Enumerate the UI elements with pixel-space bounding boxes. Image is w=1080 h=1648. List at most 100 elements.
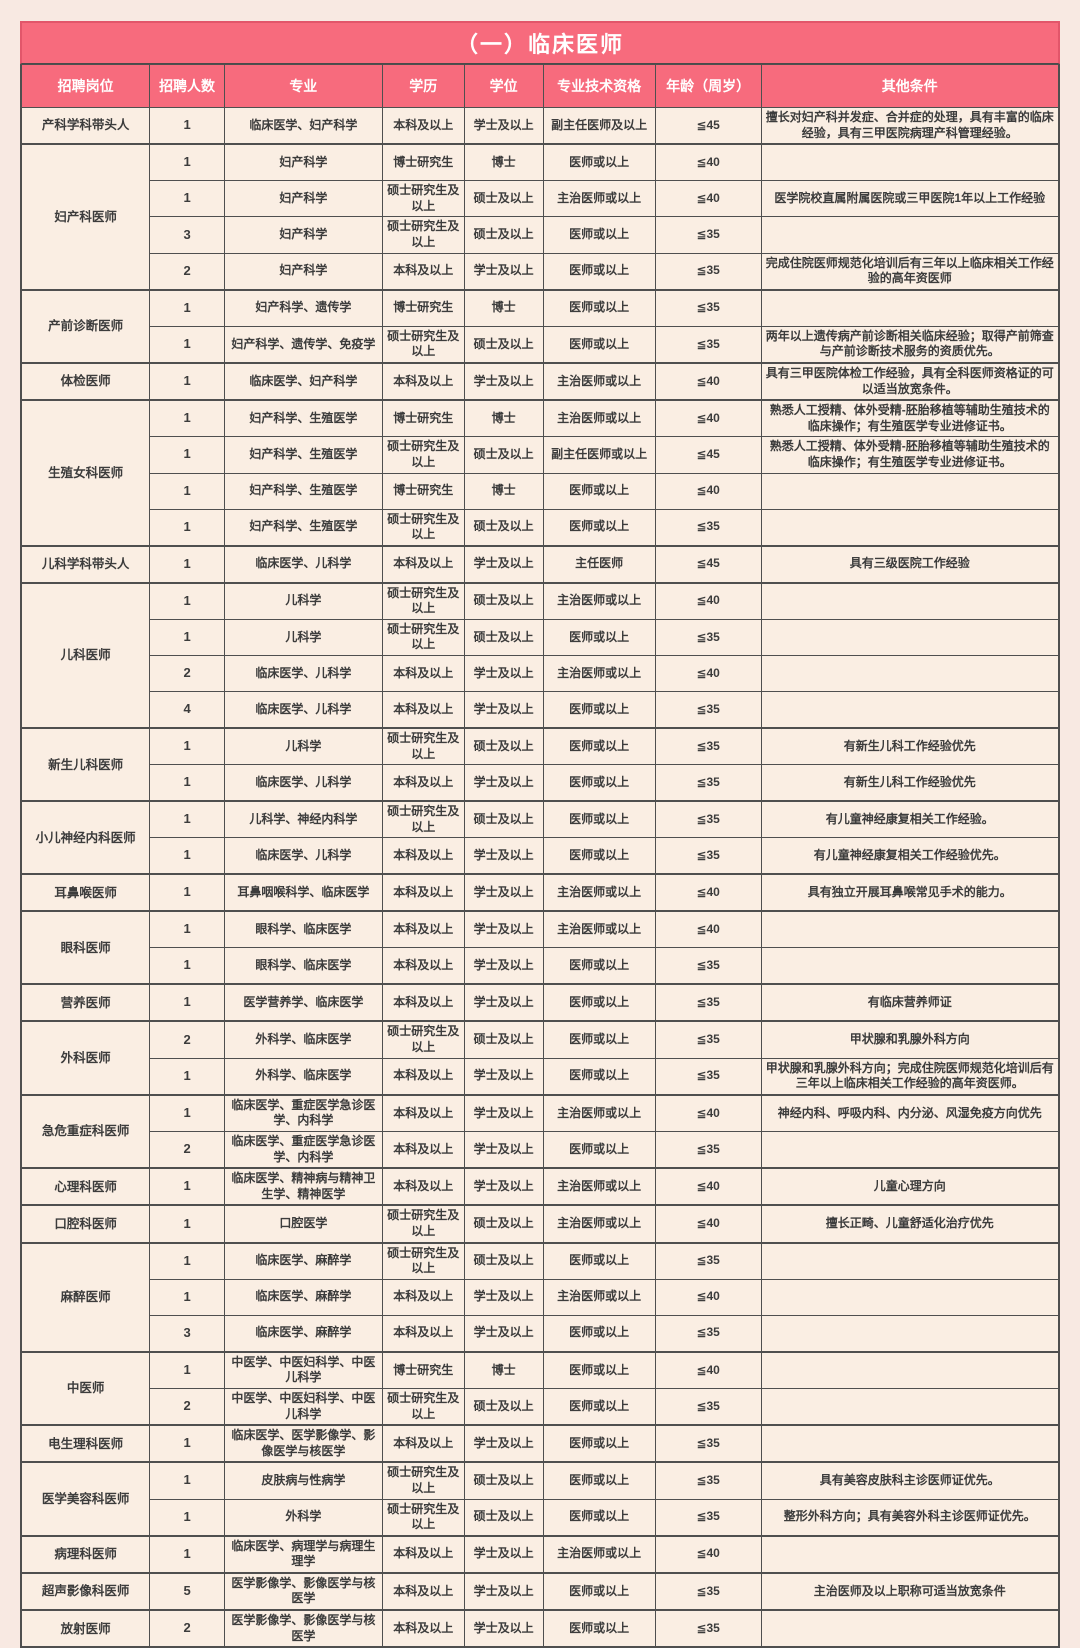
position-cell: 儿科学科带头人 [20, 544, 151, 584]
age-cell: ≦35 [654, 1498, 762, 1537]
education-cell: 硕士研究生及以上 [381, 1461, 465, 1500]
count-cell: 1 [149, 143, 225, 182]
other-cell: 神经内科、呼吸内科、内分泌、风湿免疫方向优先 [760, 1093, 1060, 1132]
qualification-cell: 医师或以上 [542, 618, 656, 657]
other-cell [760, 1131, 1060, 1169]
count-cell: 1 [149, 1350, 225, 1389]
qualification-cell: 医师或以上 [542, 837, 656, 875]
table-row: 儿科医师 1 儿科学 硕士研究生及以上 硕士及以上 主治医师或以上 ≦40 [20, 581, 1060, 729]
qualification-cell: 主治医师或以上 [542, 1167, 656, 1206]
table-row: 1 临床医学、儿科学 本科及以上 学士及以上 医师或以上 ≦35 有儿童神经康复相关工作经验… [21, 837, 1060, 875]
position-cell: 小儿神经内科医师 [20, 800, 151, 875]
education-cell: 本科及以上 [381, 1534, 465, 1574]
degree-cell: 硕士及以上 [463, 1387, 544, 1426]
education-cell: 本科及以上 [381, 361, 465, 401]
qualification-cell: 主治医师或以上 [542, 1093, 656, 1132]
major-cell: 临床医学、医学影像学、影像医学与核医学 [223, 1424, 383, 1463]
other-cell [760, 947, 1060, 985]
count-cell: 1 [149, 325, 225, 364]
qualification-cell: 医师或以上 [542, 1609, 656, 1648]
table-row: 电生理科医师 1 临床医学、医学影像学、影像医学与核医学 本科及以上 学士及以上 医师或以… [20, 1424, 1060, 1463]
education-cell: 本科及以上 [381, 1057, 465, 1096]
major-cell: 医学营养学、临床医学 [223, 983, 383, 1022]
qualification-cell: 医师或以上 [542, 800, 656, 839]
table-row: 2 临床医学、重症医学急诊医学、内科学 本科及以上 学士及以上 医师或以上 ≦35 [21, 1131, 1060, 1169]
position-cell: 心理科医师 [20, 1167, 151, 1206]
count-cell: 1 [149, 581, 225, 620]
qualification-cell: 医师或以上 [542, 764, 656, 802]
degree-cell: 博士 [463, 288, 544, 327]
other-cell: 擅长对妇产科并发症、合并症的处理，具有丰富的临床经验，具有三甲医院病理产科管理经… [760, 107, 1060, 145]
major-cell: 临床医学、重症医学急诊医学、内科学 [223, 1093, 383, 1132]
major-cell: 外科学、临床医学 [223, 1020, 383, 1059]
degree-cell: 学士及以上 [463, 764, 544, 802]
age-cell: ≦40 [654, 1350, 762, 1389]
education-cell: 本科及以上 [381, 544, 465, 584]
age-cell: ≦35 [654, 1314, 762, 1353]
education-cell: 本科及以上 [381, 983, 465, 1022]
age-cell: ≦40 [654, 581, 762, 620]
age-cell: ≦35 [654, 1424, 762, 1463]
major-cell: 外科学 [223, 1498, 383, 1537]
degree-cell: 学士及以上 [463, 910, 544, 949]
age-cell: ≦35 [654, 1609, 762, 1648]
qualification-cell: 医师或以上 [542, 1057, 656, 1096]
major-cell: 外科学、临床医学 [223, 1057, 383, 1096]
other-cell: 具有三级医院工作经验 [760, 544, 1060, 584]
count-cell: 1 [149, 472, 225, 510]
table-row: 1 妇产科学、遗传学、免疫学 硕士研究生及以上 硕士及以上 医师或以上 ≦35 两年以上遗传… [21, 325, 1060, 364]
other-cell [760, 508, 1060, 547]
age-cell: ≦40 [654, 1204, 762, 1244]
other-cell: 甲状腺和乳腺外科方向 [760, 1020, 1060, 1059]
count-cell: 1 [149, 1057, 225, 1096]
major-cell: 临床医学、妇产科学 [223, 361, 383, 401]
education-cell: 硕士研究生及以上 [381, 436, 465, 474]
other-cell [760, 472, 1060, 510]
education-cell: 本科及以上 [381, 873, 465, 912]
degree-cell: 博士 [463, 1350, 544, 1389]
count-cell: 1 [149, 288, 225, 327]
major-cell: 妇产科学、生殖医学 [223, 508, 383, 547]
major-cell: 临床医学、儿科学 [223, 691, 383, 729]
qualification-cell: 医师或以上 [542, 983, 656, 1022]
age-cell: ≦40 [654, 180, 762, 218]
age-cell: ≦45 [654, 544, 762, 584]
degree-cell: 硕士及以上 [463, 727, 544, 766]
age-cell: ≦35 [654, 837, 762, 875]
section-title-text: （一）临床医师 [455, 32, 624, 57]
qualification-cell: 主治医师或以上 [542, 655, 656, 693]
age-cell: ≦40 [654, 361, 762, 401]
position-cell: 中医师 [20, 1350, 151, 1426]
other-cell [760, 288, 1060, 327]
count-cell: 1 [149, 399, 225, 438]
count-cell: 1 [149, 1241, 225, 1280]
qualification-cell: 医师或以上 [542, 325, 656, 364]
major-cell: 妇产科学 [223, 252, 383, 291]
other-cell: 甲状腺和乳腺外科方向；完成住院医师规范化培训后有三年以上临床相关工作经验的高年资… [760, 1057, 1060, 1096]
education-cell: 硕士研究生及以上 [381, 800, 465, 839]
major-cell: 妇产科学、生殖医学 [223, 399, 383, 438]
other-cell: 有临床营养师证 [760, 983, 1060, 1022]
degree-cell: 学士及以上 [463, 691, 544, 729]
count-cell: 2 [149, 1020, 225, 1059]
major-cell: 眼科学、临床医学 [223, 947, 383, 985]
position-cell: 妇产科医师 [20, 143, 151, 291]
other-cell [760, 216, 1060, 254]
age-cell: ≦35 [654, 216, 762, 254]
age-cell: ≦35 [654, 288, 762, 327]
other-cell: 具有美容皮肤科主诊医师证优先。 [760, 1461, 1060, 1500]
education-cell: 本科及以上 [381, 107, 465, 145]
table-row: 麻醉医师 1 临床医学、麻醉学 硕士研究生及以上 硕士及以上 医师或以上 ≦35 [20, 1241, 1060, 1353]
age-cell: ≦40 [654, 1093, 762, 1132]
degree-cell: 学士及以上 [463, 655, 544, 693]
age-cell: ≦40 [654, 1167, 762, 1206]
header-row: 招聘岗位 招聘人数 专业 学历 学位 专业技术资格 年龄（周岁） 其他条件 [20, 64, 1060, 108]
degree-cell: 学士及以上 [463, 1314, 544, 1353]
table-row: 1 外科学、临床医学 本科及以上 学士及以上 医师或以上 ≦35 甲状腺和乳腺外科方向；完成… [21, 1057, 1060, 1096]
degree-cell: 博士 [463, 143, 544, 182]
degree-cell: 学士及以上 [463, 947, 544, 985]
qualification-cell: 医师或以上 [542, 472, 656, 510]
position-cell: 医学美容科医师 [20, 1461, 151, 1537]
count-cell: 1 [149, 764, 225, 802]
count-cell: 1 [149, 1167, 225, 1206]
